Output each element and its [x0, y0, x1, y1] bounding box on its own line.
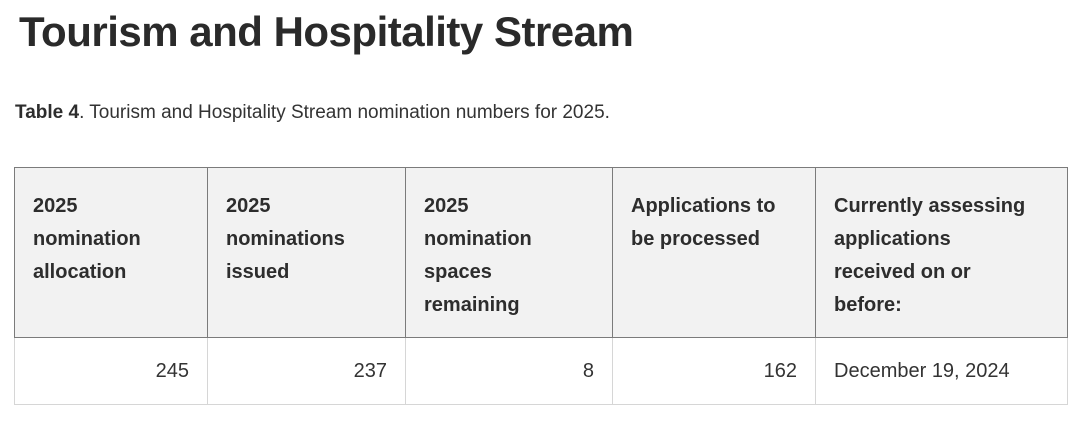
cell-nominations-issued: 237 [207, 337, 406, 405]
table-caption-label: Table 4 [15, 102, 80, 123]
table-row: 245 237 8 162 December 19, 2024 [14, 337, 1068, 405]
header-currently-assessing: Currently assessing applications receive… [815, 167, 1068, 338]
header-nominations-issued: 2025 nominations issued [207, 167, 406, 338]
table-caption: Table 4. Tourism and Hospitality Stream … [15, 101, 1068, 125]
header-applications-to-process: Applications to be processed [612, 167, 816, 338]
header-spaces-remaining: 2025 nomination spaces remaining [405, 167, 613, 338]
cell-nomination-allocation: 245 [14, 337, 208, 405]
table-header-row: 2025 nomination allocation 2025 nominati… [14, 167, 1068, 338]
cell-spaces-remaining: 8 [405, 337, 613, 405]
header-nomination-allocation: 2025 nomination allocation [14, 167, 208, 338]
nomination-numbers-table: 2025 nomination allocation 2025 nominati… [14, 167, 1068, 405]
cell-assessing-date: December 19, 2024 [815, 337, 1068, 405]
cell-applications-to-process: 162 [612, 337, 816, 405]
document-page: Tourism and Hospitality Stream Table 4. … [0, 8, 1080, 405]
page-title: Tourism and Hospitality Stream [19, 8, 634, 55]
table-caption-text: . Tourism and Hospitality Stream nominat… [79, 102, 610, 123]
